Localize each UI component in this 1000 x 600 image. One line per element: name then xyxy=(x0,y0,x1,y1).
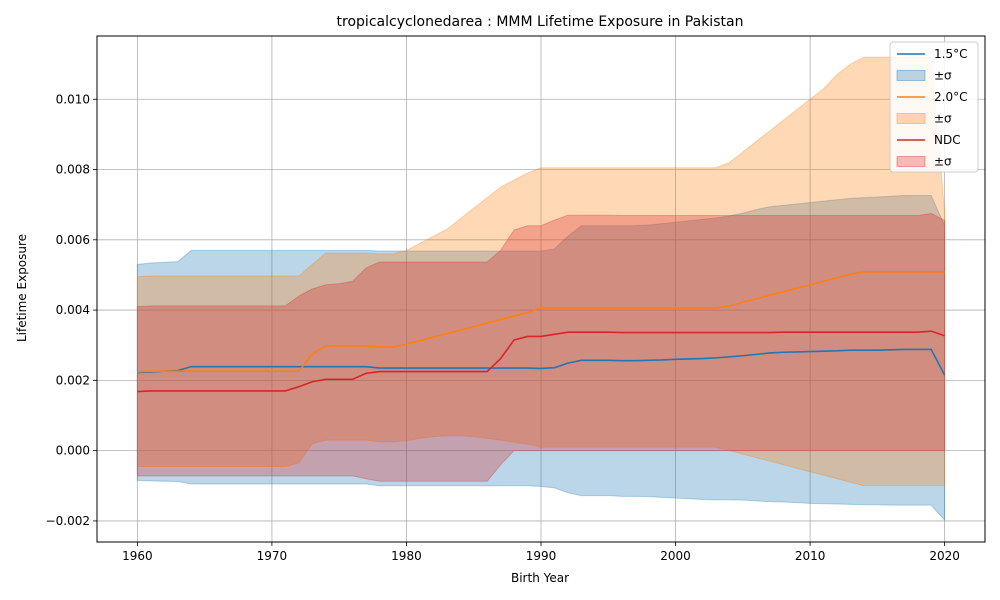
legend-label-0: 1.5°C xyxy=(934,47,967,61)
legend: 1.5°C ±σ 2.0°C ±σ NDC ±σ xyxy=(889,41,979,173)
legend-band-label-0: ±σ xyxy=(934,69,952,83)
y-axis-label: Lifetime Exposure xyxy=(15,234,29,342)
x-tick-label-6: 2020 xyxy=(929,549,960,563)
y-axis-ticks: −0.002 0.000 0.002 0.004 0.006 0.008 0.010 xyxy=(46,92,97,528)
legend-band-label-1: ±σ xyxy=(934,112,952,126)
series-line-0 xyxy=(137,348,946,376)
legend-band-label-2: ±σ xyxy=(934,155,952,169)
x-tick-label-0: 1960 xyxy=(122,549,153,563)
x-axis-label: Birth Year xyxy=(511,571,569,585)
band-2 xyxy=(136,212,946,482)
x-tick-label-5: 2010 xyxy=(795,549,826,563)
series-lines xyxy=(137,270,946,393)
legend-box xyxy=(889,41,979,173)
x-tick-label-1: 1970 xyxy=(257,549,288,563)
legend-band-swatch-2 xyxy=(896,156,926,167)
chart-title: tropicalcyclonedarea : MMM Lifetime Expo… xyxy=(337,14,744,30)
band-0 xyxy=(136,195,946,522)
y-tick-label-2: 0.002 xyxy=(56,373,90,387)
x-tick-label-2: 1980 xyxy=(391,549,422,563)
y-tick-label-4: 0.006 xyxy=(56,233,90,247)
x-tick-label-4: 2000 xyxy=(660,549,691,563)
series-line-2 xyxy=(137,330,945,393)
y-tick-label-1: 0.000 xyxy=(56,444,90,458)
y-tick-label-6: 0.010 xyxy=(56,92,90,106)
legend-band-swatch-1 xyxy=(896,113,926,124)
x-axis-ticks: 1960 1970 1980 1990 2000 2010 2020 xyxy=(122,542,960,563)
y-tick-label-0: −0.002 xyxy=(46,514,90,528)
x-tick-label-3: 1990 xyxy=(526,549,557,563)
series-line-1 xyxy=(137,270,945,373)
legend-label-1: 2.0°C xyxy=(934,90,967,104)
y-tick-label-3: 0.004 xyxy=(56,303,90,317)
grid xyxy=(97,36,985,542)
legend-label-2: NDC xyxy=(934,133,961,147)
legend-band-swatch-0 xyxy=(896,70,926,81)
y-tick-label-5: 0.008 xyxy=(56,163,90,177)
